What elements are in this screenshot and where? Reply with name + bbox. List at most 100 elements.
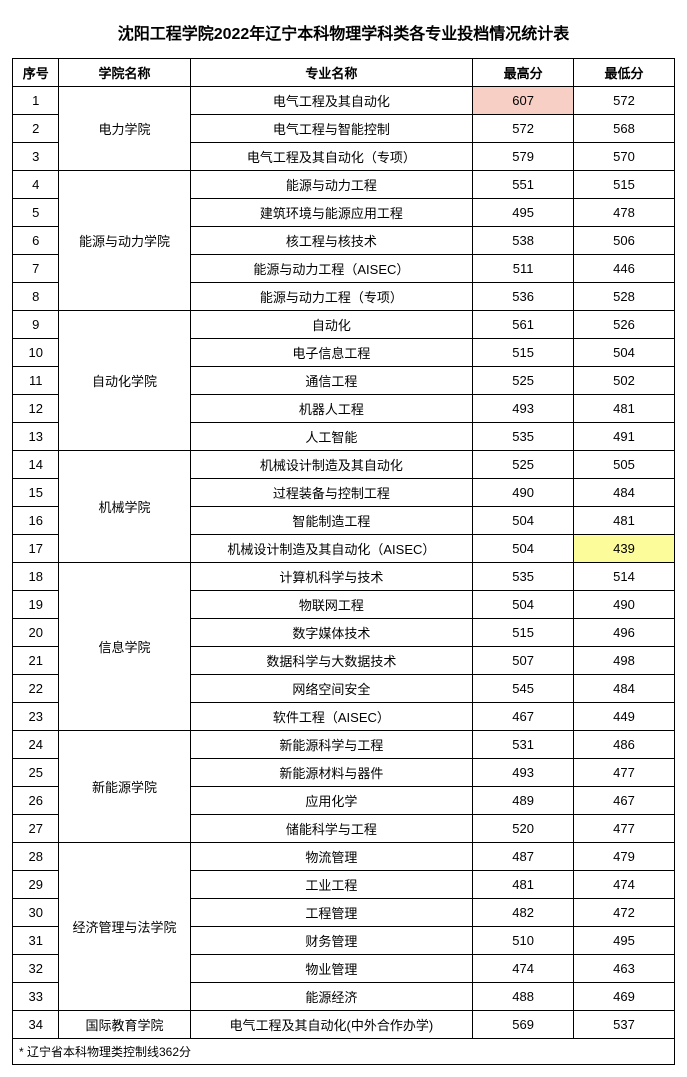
cell-index: 17 <box>13 535 59 563</box>
cell-college: 机械学院 <box>59 451 190 563</box>
cell-index: 19 <box>13 591 59 619</box>
cell-low-score: 484 <box>574 675 675 703</box>
table-row: 18信息学院计算机科学与技术535514 <box>13 563 675 591</box>
cell-low-score: 498 <box>574 647 675 675</box>
table-row: 14机械学院机械设计制造及其自动化525505 <box>13 451 675 479</box>
col-header-high: 最高分 <box>473 59 574 87</box>
cell-low-score: 572 <box>574 87 675 115</box>
cell-high-score: 474 <box>473 955 574 983</box>
cell-low-score: 449 <box>574 703 675 731</box>
cell-index: 7 <box>13 255 59 283</box>
cell-low-score: 528 <box>574 283 675 311</box>
cell-index: 20 <box>13 619 59 647</box>
cell-index: 13 <box>13 423 59 451</box>
cell-low-score: 472 <box>574 899 675 927</box>
col-header-college: 学院名称 <box>59 59 190 87</box>
cell-high-score: 607 <box>473 87 574 115</box>
cell-index: 3 <box>13 143 59 171</box>
cell-low-score: 484 <box>574 479 675 507</box>
cell-index: 25 <box>13 759 59 787</box>
cell-high-score: 531 <box>473 731 574 759</box>
cell-major: 数字媒体技术 <box>190 619 473 647</box>
cell-index: 5 <box>13 199 59 227</box>
cell-college: 信息学院 <box>59 563 190 731</box>
cell-major: 数据科学与大数据技术 <box>190 647 473 675</box>
cell-high-score: 504 <box>473 591 574 619</box>
cell-major: 软件工程（AISEC） <box>190 703 473 731</box>
cell-index: 10 <box>13 339 59 367</box>
cell-low-score: 496 <box>574 619 675 647</box>
cell-index: 8 <box>13 283 59 311</box>
cell-high-score: 569 <box>473 1011 574 1039</box>
cell-index: 4 <box>13 171 59 199</box>
cell-low-score: 486 <box>574 731 675 759</box>
cell-high-score: 525 <box>473 367 574 395</box>
cell-high-score: 487 <box>473 843 574 871</box>
cell-major: 能源与动力工程（专项） <box>190 283 473 311</box>
cell-low-score: 479 <box>574 843 675 871</box>
footnote: * 辽宁省本科物理类控制线362分 <box>13 1039 675 1065</box>
cell-high-score: 572 <box>473 115 574 143</box>
table-row: 34国际教育学院电气工程及其自动化(中外合作办学)569537 <box>13 1011 675 1039</box>
cell-major: 财务管理 <box>190 927 473 955</box>
cell-major: 物流管理 <box>190 843 473 871</box>
cell-major: 机器人工程 <box>190 395 473 423</box>
cell-index: 27 <box>13 815 59 843</box>
cell-low-score: 467 <box>574 787 675 815</box>
cell-low-score: 446 <box>574 255 675 283</box>
cell-major: 建筑环境与能源应用工程 <box>190 199 473 227</box>
cell-high-score: 535 <box>473 563 574 591</box>
col-header-major: 专业名称 <box>190 59 473 87</box>
cell-major: 过程装备与控制工程 <box>190 479 473 507</box>
cell-college: 电力学院 <box>59 87 190 171</box>
admission-table: 序号 学院名称 专业名称 最高分 最低分 1电力学院电气工程及其自动化60757… <box>12 58 675 1065</box>
cell-major: 电气工程与智能控制 <box>190 115 473 143</box>
cell-index: 30 <box>13 899 59 927</box>
table-row: 1电力学院电气工程及其自动化607572 <box>13 87 675 115</box>
cell-low-score: 515 <box>574 171 675 199</box>
cell-major: 电子信息工程 <box>190 339 473 367</box>
cell-major: 应用化学 <box>190 787 473 815</box>
cell-low-score: 495 <box>574 927 675 955</box>
cell-high-score: 545 <box>473 675 574 703</box>
cell-index: 1 <box>13 87 59 115</box>
cell-major: 工业工程 <box>190 871 473 899</box>
cell-major: 计算机科学与技术 <box>190 563 473 591</box>
cell-major: 工程管理 <box>190 899 473 927</box>
cell-high-score: 538 <box>473 227 574 255</box>
cell-index: 34 <box>13 1011 59 1039</box>
cell-major: 物业管理 <box>190 955 473 983</box>
cell-low-score: 474 <box>574 871 675 899</box>
cell-index: 9 <box>13 311 59 339</box>
cell-high-score: 490 <box>473 479 574 507</box>
cell-high-score: 579 <box>473 143 574 171</box>
cell-major: 机械设计制造及其自动化（AISEC） <box>190 535 473 563</box>
cell-low-score: 570 <box>574 143 675 171</box>
cell-college: 经济管理与法学院 <box>59 843 190 1011</box>
cell-index: 12 <box>13 395 59 423</box>
cell-high-score: 488 <box>473 983 574 1011</box>
cell-high-score: 515 <box>473 339 574 367</box>
cell-high-score: 507 <box>473 647 574 675</box>
cell-college: 自动化学院 <box>59 311 190 451</box>
cell-high-score: 535 <box>473 423 574 451</box>
cell-index: 28 <box>13 843 59 871</box>
cell-high-score: 561 <box>473 311 574 339</box>
cell-index: 32 <box>13 955 59 983</box>
cell-major: 核工程与核技术 <box>190 227 473 255</box>
cell-major: 新能源科学与工程 <box>190 731 473 759</box>
cell-low-score: 439 <box>574 535 675 563</box>
cell-major: 电气工程及其自动化(中外合作办学) <box>190 1011 473 1039</box>
cell-low-score: 502 <box>574 367 675 395</box>
cell-major: 人工智能 <box>190 423 473 451</box>
cell-index: 18 <box>13 563 59 591</box>
cell-major: 能源经济 <box>190 983 473 1011</box>
cell-low-score: 477 <box>574 815 675 843</box>
cell-low-score: 478 <box>574 199 675 227</box>
cell-index: 16 <box>13 507 59 535</box>
cell-major: 电气工程及其自动化 <box>190 87 473 115</box>
col-header-low: 最低分 <box>574 59 675 87</box>
cell-index: 31 <box>13 927 59 955</box>
cell-major: 储能科学与工程 <box>190 815 473 843</box>
cell-high-score: 493 <box>473 395 574 423</box>
